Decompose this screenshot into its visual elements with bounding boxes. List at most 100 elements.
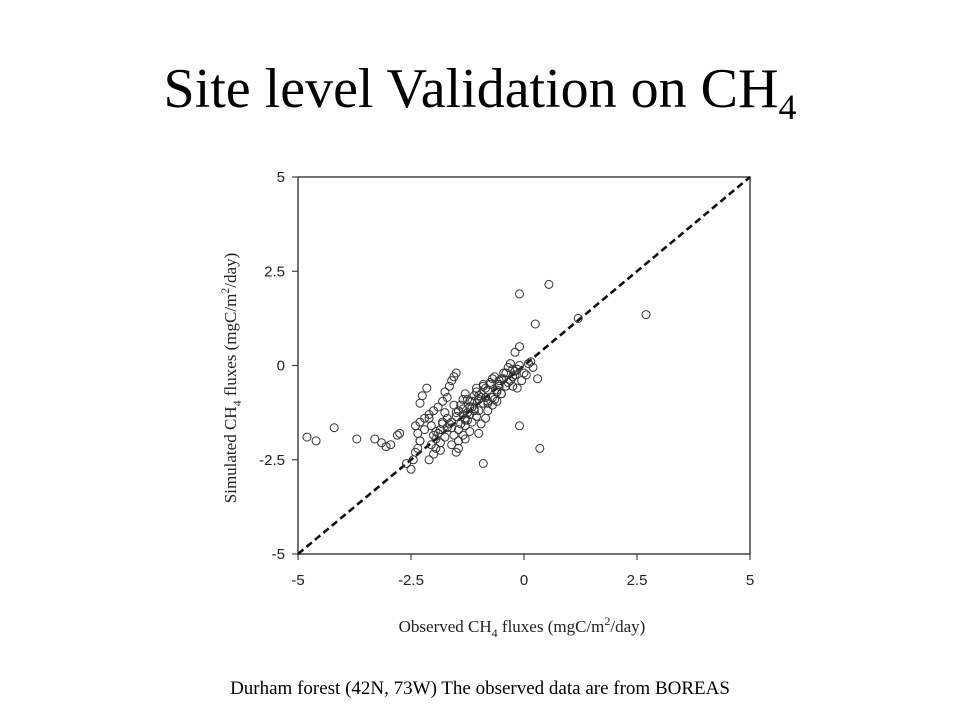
data-point — [526, 357, 536, 367]
data-point — [535, 443, 545, 453]
data-point — [515, 289, 524, 299]
data-point — [481, 383, 491, 393]
data-point — [440, 432, 450, 442]
data-point — [406, 464, 416, 474]
data-point — [460, 389, 470, 399]
data-point — [641, 310, 651, 320]
data-point — [415, 436, 425, 446]
data-point — [424, 455, 434, 465]
data-point — [530, 319, 540, 329]
data-point — [440, 408, 450, 418]
y-tick-label: 2.5 — [264, 263, 285, 280]
data-point — [458, 410, 468, 419]
y-axis-title: Simulated CH4 fluxes (mgC/m2/day) — [218, 253, 244, 503]
data-point — [528, 362, 538, 372]
data-point — [492, 396, 502, 406]
data-point — [302, 432, 312, 442]
data-point — [505, 359, 515, 369]
data-point — [467, 417, 477, 427]
one-to-one-line — [297, 176, 751, 555]
data-point — [370, 434, 380, 444]
data-point — [329, 423, 339, 433]
data-point — [544, 279, 554, 289]
data-point — [510, 370, 520, 380]
data-point — [521, 370, 531, 380]
data-point — [496, 374, 506, 384]
data-point — [454, 425, 463, 435]
data-point — [512, 383, 522, 393]
x-tick-label: -5 — [291, 572, 304, 589]
x-tick-label: 5 — [746, 572, 754, 589]
data-point — [311, 436, 321, 446]
data-point — [465, 427, 475, 436]
data-point — [451, 368, 461, 378]
data-point — [515, 421, 524, 431]
data-point — [483, 406, 493, 416]
y-tick-label: 0 — [277, 358, 285, 375]
data-point — [519, 368, 529, 378]
data-point — [458, 394, 468, 404]
data-point — [472, 411, 481, 421]
data-point — [517, 376, 527, 386]
data-point — [386, 440, 396, 450]
data-point — [463, 415, 472, 425]
data-point — [469, 406, 479, 416]
data-point — [440, 387, 450, 397]
data-point — [494, 376, 504, 386]
data-point — [485, 378, 495, 387]
data-point — [429, 449, 439, 459]
data-point — [415, 398, 425, 408]
data-point — [460, 415, 470, 425]
data-point — [573, 313, 583, 323]
data-point — [447, 423, 457, 433]
data-point — [510, 347, 520, 357]
data-point — [451, 408, 461, 418]
y-tick-label: -5 — [272, 546, 285, 563]
figure-caption: Durham forest (42N, 73W) The observed da… — [230, 678, 730, 699]
data-point — [395, 428, 405, 438]
data-point — [508, 372, 518, 382]
data-point — [494, 379, 504, 389]
data-point — [426, 421, 436, 431]
data-point — [458, 404, 468, 414]
slide-title: Site level Validation on CH4 — [0, 56, 960, 125]
data-point — [444, 381, 454, 391]
data-point — [392, 430, 402, 440]
data-point — [402, 459, 411, 468]
data-point — [460, 434, 470, 444]
data-point — [431, 443, 441, 453]
data-point — [533, 374, 543, 384]
x-tick-label: 2.5 — [627, 572, 648, 589]
data-point — [449, 430, 459, 440]
data-point — [478, 398, 488, 408]
data-point — [417, 391, 427, 401]
data-point — [483, 396, 493, 406]
data-point — [442, 393, 452, 402]
data-point — [435, 445, 445, 455]
data-point — [447, 440, 457, 450]
data-point — [451, 411, 461, 421]
data-point — [460, 421, 470, 431]
data-point — [474, 428, 484, 438]
data-point — [508, 381, 518, 391]
data-point — [422, 383, 432, 393]
data-point — [465, 396, 475, 406]
y-tick-label: -2.5 — [259, 452, 285, 469]
data-point — [476, 419, 486, 429]
x-tick-label: 0 — [520, 572, 528, 589]
data-point — [463, 394, 472, 404]
data-point — [433, 402, 443, 412]
slide-title-subscript: 4 — [778, 87, 797, 127]
data-point — [501, 368, 511, 378]
data-point — [352, 434, 362, 444]
data-point — [496, 389, 506, 399]
x-tick-label: -2.5 — [398, 572, 424, 589]
data-point — [478, 459, 488, 468]
x-axis-title: Observed CH4 fluxes (mgC/m2/day) — [399, 614, 646, 640]
data-point — [515, 361, 524, 370]
data-point — [515, 342, 524, 352]
data-point — [454, 443, 463, 453]
data-point — [442, 413, 452, 423]
slide-title-main: Site level Validation on CH — [163, 58, 779, 120]
